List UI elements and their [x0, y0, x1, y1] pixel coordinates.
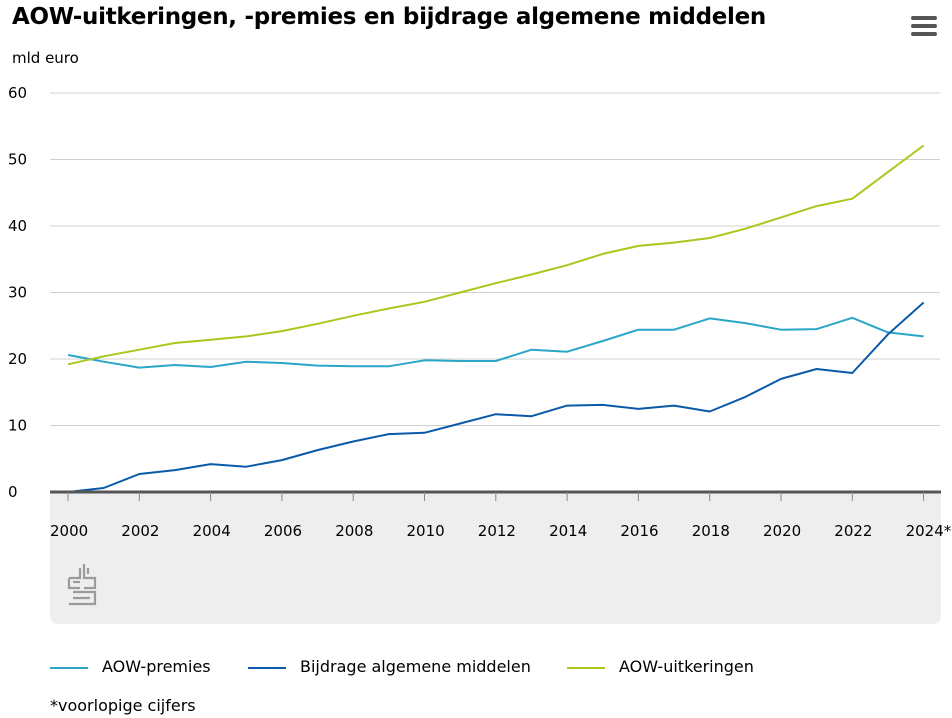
legend-swatch-aow-uitkeringen — [567, 667, 605, 669]
x-tick-label: 2024* — [906, 522, 952, 540]
y-tick-label: 10 — [8, 417, 27, 435]
legend-swatch-aow-premies — [50, 667, 88, 669]
legend-item-aow-uitkeringen[interactable]: AOW-uitkeringen — [567, 656, 787, 680]
y-tick-label: 0 — [8, 483, 18, 501]
legend-swatch-bijdrage-algemene-middelen — [248, 667, 286, 669]
y-tick-label: 50 — [8, 151, 27, 169]
x-tick-label: 2006 — [264, 522, 302, 540]
footnote: *voorlopige cijfers — [50, 696, 196, 715]
x-tick-label: 2022 — [834, 522, 872, 540]
hamburger-menu-icon — [911, 32, 937, 36]
y-tick-label: 20 — [8, 350, 27, 368]
chart-legend: AOW-premies Bijdrage algemene middelen A… — [0, 656, 952, 680]
x-tick-label: 2012 — [478, 522, 516, 540]
line-chart: 0 10 20 30 40 50 60 2000 2002 2004 2006 2008 2010 20… — [8, 84, 952, 624]
x-tick-label: 2002 — [121, 522, 159, 540]
x-tick-label: 2016 — [620, 522, 658, 540]
legend-label-aow-premies: AOW-premies — [102, 657, 211, 676]
legend-item-aow-premies[interactable]: AOW-premies — [50, 656, 230, 680]
x-tick-label: 2004 — [193, 522, 231, 540]
x-tick-label: 2014 — [549, 522, 587, 540]
y-tick-label: 30 — [8, 284, 27, 302]
series-line-bijdrage-algemene-middelen[interactable] — [67, 301, 925, 493]
chart-title: AOW-uitkeringen, -premies en bijdrage al… — [12, 4, 767, 30]
series-line-aow-uitkeringen[interactable] — [67, 144, 925, 366]
y-tick-label: 40 — [8, 217, 27, 235]
chart-menu-button[interactable] — [908, 14, 940, 40]
x-tick-label: 2008 — [335, 522, 373, 540]
y-axis-unit-label: mld euro — [12, 49, 79, 67]
x-tick-label: 2010 — [407, 522, 445, 540]
x-tick-label: 2018 — [692, 522, 730, 540]
cbs-logo-icon — [67, 564, 97, 606]
legend-label-aow-uitkeringen: AOW-uitkeringen — [619, 657, 754, 676]
legend-item-bijdrage-algemene-middelen[interactable]: Bijdrage algemene middelen — [248, 656, 548, 680]
series-line-aow-premies[interactable] — [67, 316, 924, 369]
legend-label-bijdrage-algemene-middelen: Bijdrage algemene middelen — [300, 657, 531, 676]
hamburger-menu-icon — [911, 24, 937, 28]
x-tick-label: 2000 — [50, 522, 88, 540]
x-tick-label: 2020 — [763, 522, 801, 540]
y-tick-label: 60 — [8, 84, 27, 102]
chart-footer-band — [50, 492, 941, 624]
hamburger-menu-icon — [911, 16, 937, 20]
